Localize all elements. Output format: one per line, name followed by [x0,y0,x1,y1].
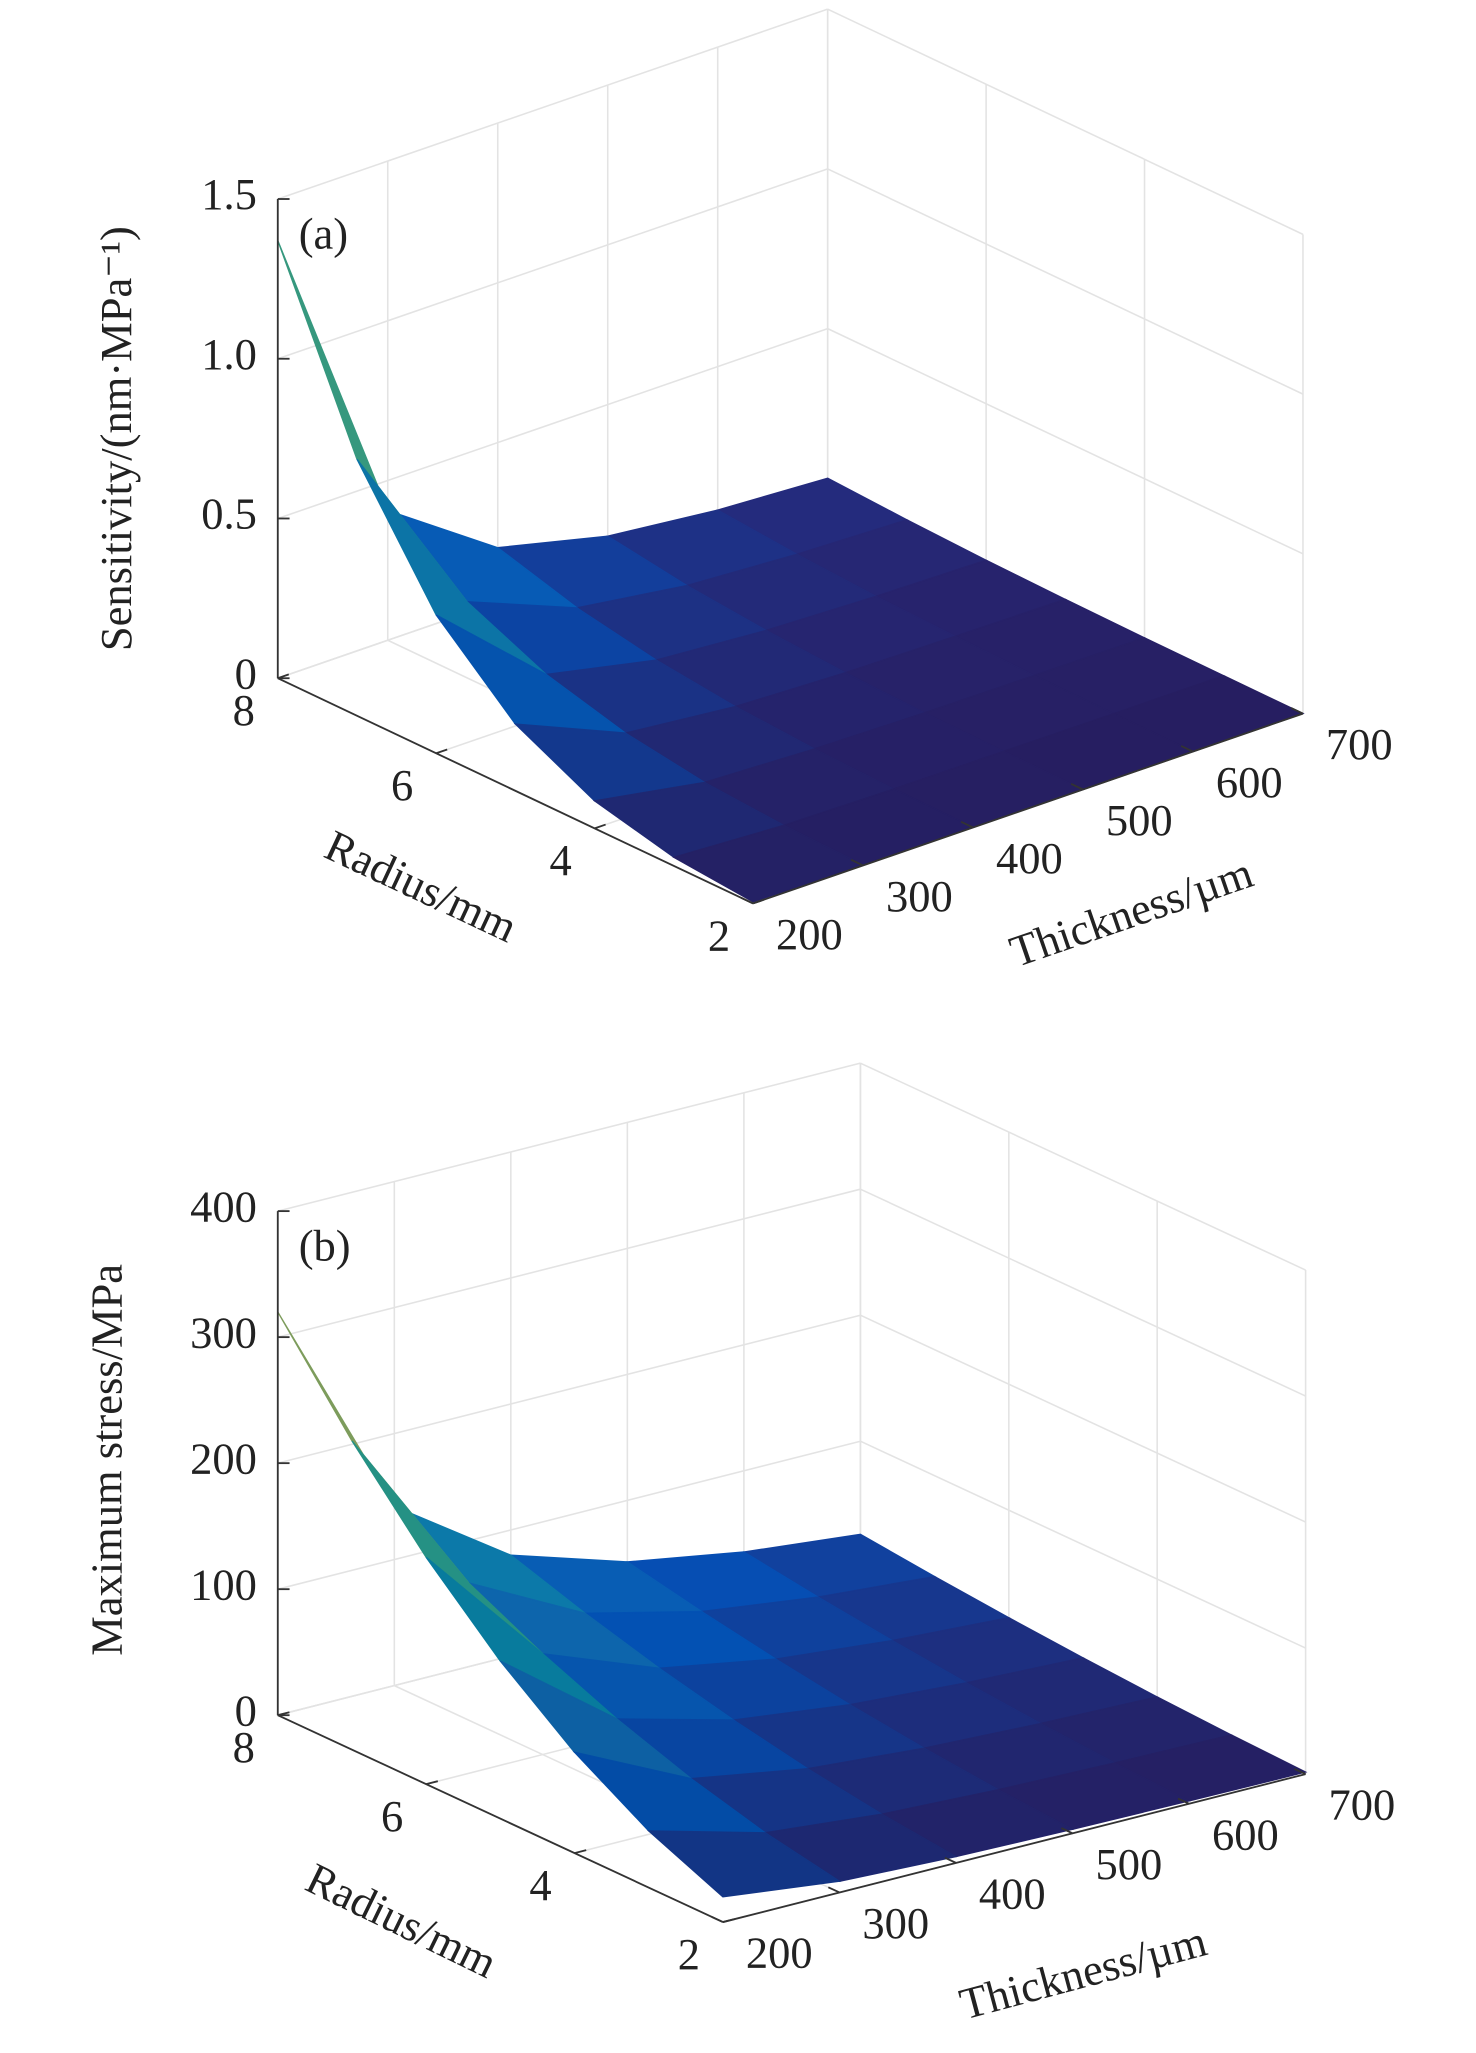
grid-line [277,8,828,200]
grid-line [277,1314,861,1464]
tick-mark [1180,745,1194,753]
tick-mark [1061,1827,1073,1835]
y-tick-label: 500 [1095,1839,1162,1889]
z-tick-label: 1.5 [201,169,257,219]
x-tick-label: 6 [391,760,413,810]
tick-mark [594,823,606,830]
x-tick-label: 2 [708,910,730,960]
tick-mark [277,1711,290,1717]
grid-line [277,1188,861,1338]
y-tick-label: 700 [1326,719,1393,769]
grid-line [277,1062,861,1212]
grid-line [860,1440,1306,1649]
surface-patch [646,1830,842,1898]
grid-line [827,168,1304,395]
tick-mark [1290,707,1304,715]
tick-mark [752,898,765,905]
z-tick-label: 200 [190,1433,257,1483]
tick-mark [574,1849,587,1855]
tick-mark [722,1918,735,1923]
tick-mark [711,1916,724,1923]
y-tick-label: 400 [979,1868,1046,1918]
tick-mark [435,748,448,755]
grid-line [860,1188,1306,1397]
grid-line [827,327,1304,555]
z-tick-label: 300 [190,1307,257,1357]
y-tick-label: 600 [1212,1809,1279,1859]
x-axis [277,677,754,905]
y-tick-label: 300 [886,871,953,921]
y-tick-label: 200 [746,1928,813,1978]
z-tick-label: 100 [190,1559,257,1609]
grid-line [277,168,828,360]
y-tick-label: 500 [1106,795,1173,845]
z-axis-title: Maximum stress/MPa [82,1264,132,1656]
grid-line [860,1314,1306,1523]
y-tick-label: 300 [862,1898,929,1948]
y-tick-label: 400 [996,833,1063,883]
z-tick-label: 1.0 [201,329,257,379]
tick-mark [850,858,864,867]
y-axis [752,712,1304,905]
z-tick-label: 0 [235,648,257,698]
grid-line [277,327,828,520]
y-axis [722,1773,1306,1923]
tick-mark [944,1856,957,1864]
z-tick-label: 0 [235,1685,257,1735]
tick-mark [425,1780,439,1786]
x-tick-label: 6 [381,1791,403,1841]
tick-mark [827,1886,840,1894]
y-tick-label: 600 [1216,757,1283,807]
x-tick-label: 8 [233,1722,255,1772]
panel-label: (a) [299,209,348,259]
x-tick-label: 4 [549,835,571,885]
tick-mark [1294,1768,1306,1775]
x-tick-label: 4 [529,1860,551,1910]
grid-line [860,1062,1306,1271]
grid-line [277,1440,861,1590]
panel-label: (b) [299,1221,351,1271]
z-tick-label: 0.5 [201,489,257,539]
tick-mark [1177,1797,1190,1805]
tick-mark [277,673,290,680]
x-axis [277,1714,724,1923]
z-axis-title: Sensitivity/(nm·MPa⁻¹) [91,226,141,651]
x-tick-label: 8 [233,685,255,735]
y-tick-label: 700 [1329,1780,1396,1830]
tick-mark [1070,783,1084,791]
tick-mark [960,821,974,829]
tick-mark [740,896,754,905]
y-tick-label: 200 [776,909,843,959]
x-tick-label: 2 [678,1929,700,1979]
grid-line [827,8,1304,236]
z-tick-label: 400 [190,1181,257,1231]
